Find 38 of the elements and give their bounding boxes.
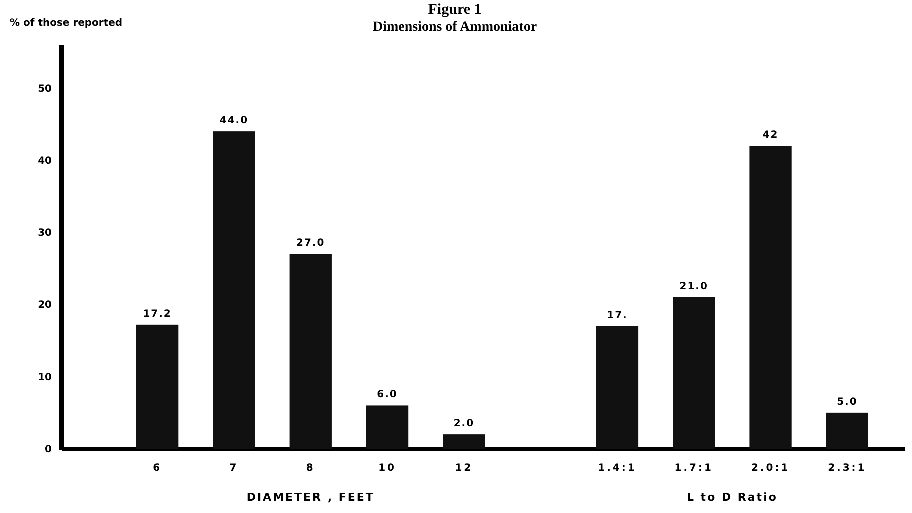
y-tick-label: 20 [38,300,52,312]
data-label: 17.2 [143,308,172,320]
bar [443,434,486,449]
bar [673,298,716,449]
x-tick-label: 2.3:1 [828,463,867,474]
data-label: 21.0 [680,282,708,292]
bar [136,324,179,449]
bar [213,132,256,449]
x-tick-label: 2.0:1 [751,463,790,474]
data-label: 17. [607,310,628,322]
bar [366,406,409,449]
chart-title: Figure 1 [428,2,482,18]
data-label: 44.0 [220,116,249,127]
data-label: 27.0 [296,238,326,250]
data-label: 5.0 [837,396,858,408]
x-tick-label: 8 [306,463,316,474]
x-tick-label: 1.7:1 [674,463,714,474]
bar [290,254,332,449]
x-tick-label: 1.4:1 [598,463,637,474]
chart-subtitle: Dimensions of Ammoniator [372,20,538,35]
y-tick-label: 10 [38,372,52,384]
bar [750,146,792,449]
bar [826,412,868,449]
data-label: 2.0 [454,418,475,430]
x-tick-label: 6 [153,463,162,474]
y-tick-label: 50 [38,84,52,95]
text: L to D Ratio [686,491,778,504]
y-tick-label: 30 [38,228,52,240]
bar [596,326,639,449]
x-tick-label: 12 [455,463,474,474]
x-tick-label: 7 [230,463,239,474]
data-label: 42 [762,130,779,141]
y-tick-label: 40 [38,156,52,167]
y-tick-label: 0 [45,444,52,456]
x-tick-label: 10 [378,463,396,474]
data-label: 6.0 [377,390,398,401]
y-axis-title: % of those reported [10,18,123,29]
x-axis-title: DIAMETER , FEET [246,491,375,504]
